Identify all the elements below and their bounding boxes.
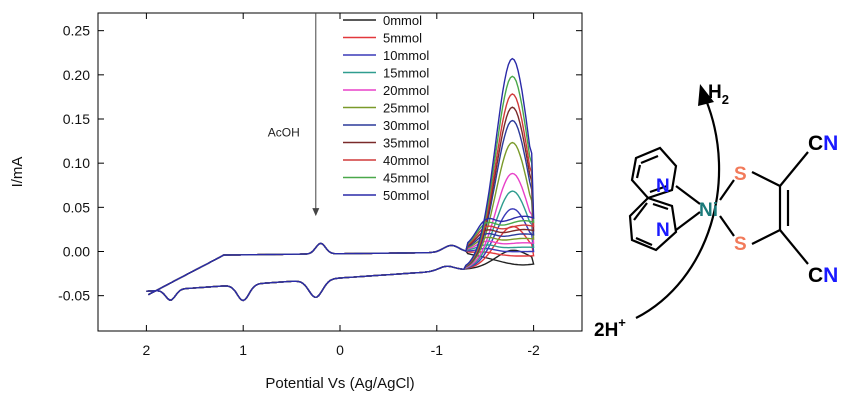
- h2-label: H2: [708, 82, 729, 107]
- legend-label: 30mmol: [383, 118, 429, 133]
- legend-label: 50mmol: [383, 188, 429, 203]
- series-line-35mmol: [146, 106, 535, 302]
- legend-label: 35mmol: [383, 136, 429, 151]
- dithiolene-ligand: [719, 151, 809, 265]
- series-line-30mmol: [146, 119, 535, 302]
- reaction-scheme: H2 2H+ N N Ni S S: [594, 82, 838, 341]
- cyano-bottom-label: CN: [808, 264, 838, 287]
- acoh-annotation: AcOH: [268, 13, 320, 217]
- x-tick-label: 1: [239, 342, 247, 358]
- series-line-50mmol: [146, 57, 535, 302]
- legend: 0mmol 5mmol 10mmol 15mmol 20mmol 25mmol 30mmol…: [343, 13, 429, 203]
- cv-chart: 2 1 0 -1 -2 -0.05 0.00 0.05 0.10 0.15 0.20 0.25 0mm…: [9, 12, 583, 392]
- legend-label: 45mmol: [383, 171, 429, 186]
- sulfur-top-label: S: [734, 164, 747, 185]
- y-axis-label: I/mA: [9, 157, 26, 188]
- legend-label: 10mmol: [383, 48, 429, 63]
- series-line-25mmol: [146, 141, 535, 302]
- x-tick-label: 2: [143, 342, 151, 358]
- curved-arrow-icon: [635, 99, 721, 319]
- y-tick-label: 0.10: [63, 155, 90, 171]
- legend-label: 15mmol: [383, 66, 429, 81]
- proton-label: 2H+: [594, 315, 626, 341]
- y-tick-label: 0.25: [63, 23, 90, 39]
- cyano-top-label: CN: [808, 132, 838, 155]
- x-tick-label: 0: [336, 342, 344, 358]
- sulfur-bottom-label: S: [734, 234, 747, 255]
- legend-label: 25mmol: [383, 101, 429, 116]
- x-tick-label: -1: [431, 342, 444, 358]
- y-tick-label: 0.05: [63, 199, 90, 215]
- acoh-arrow-head: [312, 208, 320, 217]
- y-tick-label: -0.05: [58, 288, 90, 304]
- y-tick-label: 0.20: [63, 67, 90, 83]
- y-tick-label: 0.15: [63, 111, 90, 127]
- nitrogen-bottom-label: N: [656, 220, 670, 241]
- legend-label: 40mmol: [383, 153, 429, 168]
- legend-label: 5mmol: [383, 31, 422, 46]
- axis-layer: 2 1 0 -1 -2 -0.05 0.00 0.05 0.10 0.15 0.20 0.25: [58, 13, 582, 358]
- legend-label: 0mmol: [383, 13, 422, 28]
- x-tick-label: -2: [527, 342, 540, 358]
- acoh-label: AcOH: [268, 126, 300, 140]
- legend-label: 20mmol: [383, 83, 429, 98]
- arrow-head-icon: [698, 84, 714, 106]
- nickel-label: Ni: [699, 200, 718, 221]
- nitrogen-top-label: N: [656, 176, 670, 197]
- x-axis-label: Potential Vs (Ag/AgCl): [265, 375, 414, 392]
- series-layer: [146, 57, 535, 302]
- y-tick-label: 0.00: [63, 244, 90, 260]
- series-line-40mmol: [146, 93, 535, 302]
- bipyridine-ligand: [628, 146, 701, 252]
